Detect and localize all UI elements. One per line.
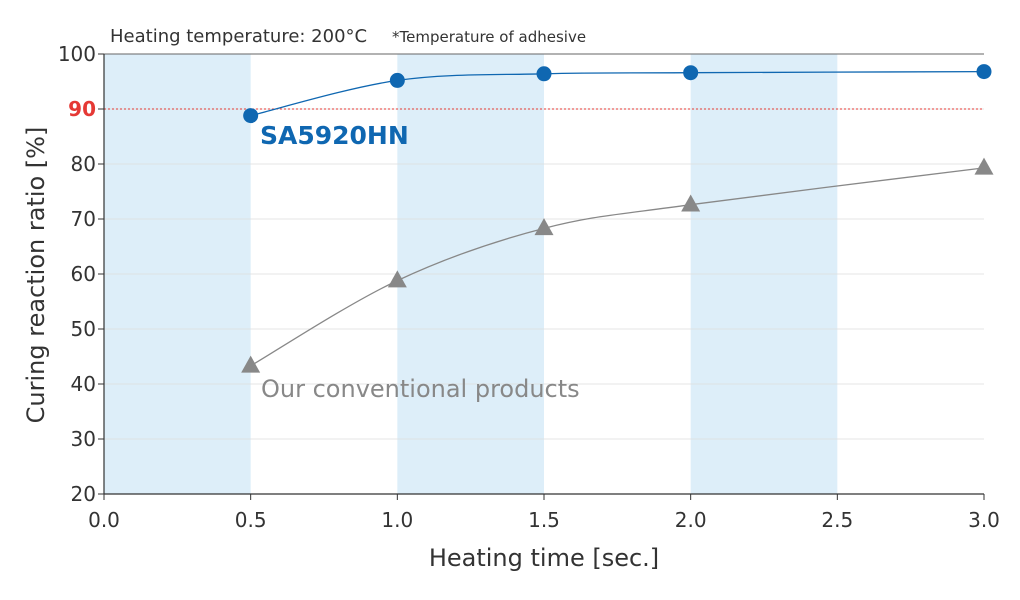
- series-line-1: [250, 167, 985, 367]
- series-lines: [250, 70, 985, 367]
- point-s1-4: [974, 157, 994, 175]
- axes: [98, 53, 985, 500]
- y-tick-label-100: 100: [58, 42, 96, 66]
- y-tick-label-50: 50: [71, 317, 96, 341]
- x-tick-label-1.5: 1.5: [528, 508, 560, 532]
- x-tick-label-2.0: 2.0: [675, 508, 707, 532]
- y-tick-label-60: 60: [71, 262, 96, 286]
- y-axis-label: Curing reaction ratio [%]: [22, 127, 50, 424]
- header-condition: Heating temperature: 200°C: [110, 26, 367, 47]
- series-markers: [241, 64, 994, 373]
- series-line-0: [250, 70, 985, 117]
- point-s0-0: [243, 108, 259, 124]
- x-tick-label-0.5: 0.5: [235, 508, 267, 532]
- point-s1-0: [241, 355, 261, 373]
- y-tick-label-30: 30: [71, 427, 96, 451]
- point-s0-4: [976, 64, 992, 80]
- point-s0-3: [683, 65, 699, 81]
- y-tick-label-80: 80: [71, 152, 96, 176]
- point-s0-2: [536, 66, 552, 82]
- series-label-conventional: Our conventional products: [261, 375, 580, 403]
- header-note: *Temperature of adhesive: [392, 28, 586, 46]
- y-tick-label-40: 40: [71, 372, 96, 396]
- y-tick-labels: 20 30 40 50 60 70 80 90 100: [58, 42, 96, 506]
- series-label-sa5920hn: SA5920HN: [260, 121, 409, 150]
- y-tick-label-20: 20: [71, 482, 96, 506]
- x-tick-label-3.0: 3.0: [968, 508, 1000, 532]
- x-tick-label-1.0: 1.0: [381, 508, 413, 532]
- y-tick-label-90: 90: [68, 97, 96, 121]
- point-s1-1: [387, 270, 407, 288]
- point-s1-3: [681, 194, 701, 212]
- x-tick-labels: 0.0 0.5 1.0 1.5 2.0 2.5 3.0: [88, 508, 1000, 532]
- x-axis-label: Heating time [sec.]: [429, 544, 659, 572]
- y-tick-label-70: 70: [71, 207, 96, 231]
- point-s0-1: [389, 72, 405, 88]
- x-tick-label-0.0: 0.0: [88, 508, 120, 532]
- x-tick-label-2.5: 2.5: [821, 508, 853, 532]
- point-s1-2: [534, 218, 554, 236]
